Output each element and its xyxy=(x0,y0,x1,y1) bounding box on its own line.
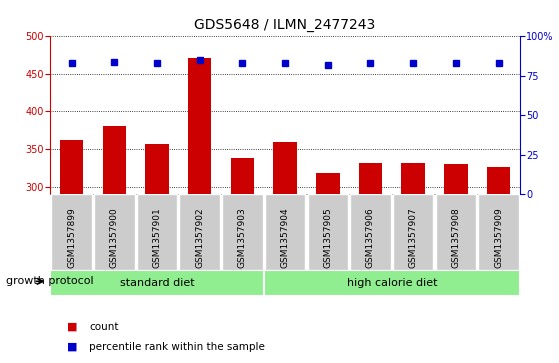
Bar xyxy=(435,194,476,270)
Text: growth protocol: growth protocol xyxy=(6,276,93,286)
Bar xyxy=(145,144,169,194)
Bar xyxy=(265,194,305,270)
Bar xyxy=(401,163,425,194)
Text: GSM1357909: GSM1357909 xyxy=(494,207,503,268)
Bar xyxy=(50,270,264,296)
Text: ■: ■ xyxy=(67,322,78,332)
Text: GSM1357905: GSM1357905 xyxy=(323,207,332,268)
Bar xyxy=(51,194,92,270)
Bar xyxy=(188,58,211,194)
Text: GSM1357906: GSM1357906 xyxy=(366,207,375,268)
Bar xyxy=(179,194,220,270)
Bar xyxy=(479,194,519,270)
Bar xyxy=(393,194,433,270)
Bar xyxy=(60,140,83,194)
Text: count: count xyxy=(89,322,119,332)
Bar xyxy=(359,163,382,194)
Bar xyxy=(137,194,177,270)
Text: standard diet: standard diet xyxy=(120,278,195,288)
Bar xyxy=(444,164,467,194)
Bar xyxy=(103,126,126,194)
Text: GSM1357899: GSM1357899 xyxy=(67,207,76,268)
Text: percentile rank within the sample: percentile rank within the sample xyxy=(89,342,266,352)
Text: GSM1357908: GSM1357908 xyxy=(451,207,461,268)
Text: GSM1357903: GSM1357903 xyxy=(238,207,247,268)
Bar xyxy=(222,194,263,270)
Bar xyxy=(264,270,520,296)
Bar xyxy=(350,194,391,270)
Text: GSM1357907: GSM1357907 xyxy=(409,207,418,268)
Title: GDS5648 / ILMN_2477243: GDS5648 / ILMN_2477243 xyxy=(195,19,376,33)
Text: GSM1357900: GSM1357900 xyxy=(110,207,119,268)
Bar xyxy=(94,194,135,270)
Text: GSM1357904: GSM1357904 xyxy=(281,208,290,268)
Bar xyxy=(273,142,297,194)
Text: ■: ■ xyxy=(67,342,78,352)
Text: GSM1357901: GSM1357901 xyxy=(153,207,162,268)
Bar xyxy=(231,158,254,194)
Bar xyxy=(307,194,348,270)
Text: GSM1357902: GSM1357902 xyxy=(195,208,204,268)
Text: high calorie diet: high calorie diet xyxy=(347,278,437,288)
Bar xyxy=(316,173,339,194)
Bar xyxy=(487,167,510,194)
